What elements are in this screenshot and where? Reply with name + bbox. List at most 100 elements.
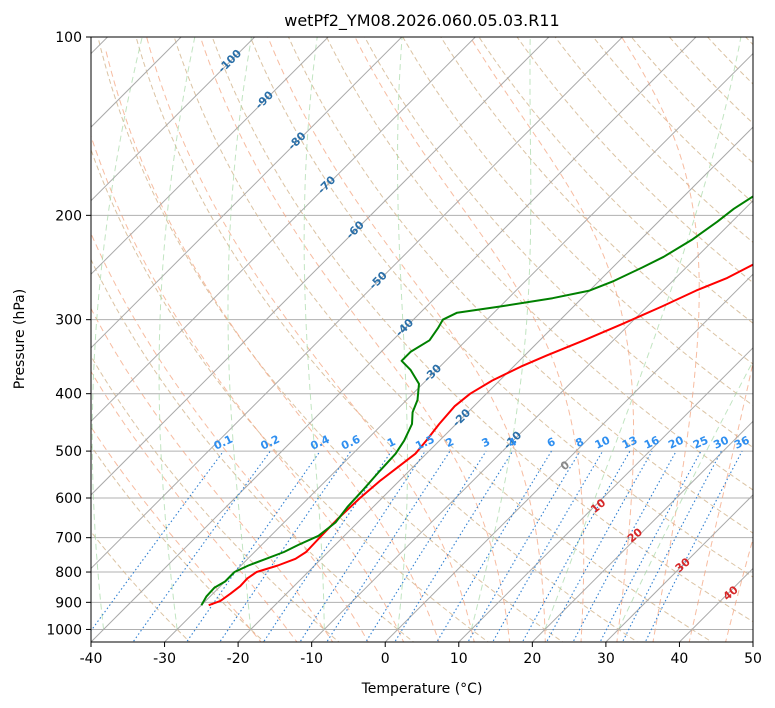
dry-adiabat: [771, 24, 775, 645]
plot-frame: [90, 36, 754, 643]
x-tick-label: -10: [300, 651, 323, 667]
theta-e-curve: [91, 37, 143, 630]
x-tick-label: 50: [744, 651, 762, 667]
isotherm: [752, 641, 753, 642]
y-tick-label: 800: [55, 565, 82, 581]
x-tick-label: -40: [80, 651, 103, 667]
moist-adiabat: [688, 360, 753, 642]
theta-e-curve: [544, 37, 742, 630]
theta-e-curve: [397, 37, 408, 630]
x-tick-label: 10: [450, 651, 468, 667]
mixing-ratio-label: 36: [732, 433, 752, 451]
y-tick-label: 300: [55, 313, 82, 329]
dry-adiabat: [325, 37, 753, 491]
moist-adiabat: [91, 307, 334, 642]
isotherm: [91, 37, 329, 275]
y-tick-label: 400: [55, 387, 82, 403]
moist-adiabat: [199, 37, 511, 642]
moist-adiabat: [105, 49, 440, 642]
mixing-ratio-label: 30: [711, 433, 731, 451]
mixing-ratio-label: 16: [642, 433, 662, 451]
pressure-gridlines: [91, 37, 753, 630]
sounding-series: [200, 195, 753, 607]
sounding-line: [208, 263, 753, 607]
mixing-ratio-line: [599, 450, 702, 642]
dry-adiabats: [91, 24, 775, 645]
mixing-ratio-line: [521, 450, 631, 642]
moist-adiabat: [469, 37, 635, 642]
isotherm: [605, 494, 753, 642]
mixing-ratio-line: [299, 450, 426, 642]
moist-adiabats: [91, 37, 775, 644]
isotherm: [91, 37, 697, 642]
theta-e-curve: [158, 37, 196, 630]
isotherm: [458, 347, 753, 642]
mixing-ratio-line: [492, 450, 604, 642]
y-tick-label: 500: [55, 444, 82, 460]
isotherm: [163, 52, 753, 642]
x-tick-label: 30: [597, 651, 615, 667]
dry-adiabat: [97, 37, 564, 642]
x-tick-label: 40: [671, 651, 689, 667]
dry-adiabat: [287, 37, 753, 534]
theta-e-curve: [470, 37, 532, 630]
mixing-ratio-label: 20: [666, 433, 686, 451]
mixing-ratio-line: [545, 450, 653, 642]
y-tick-label: 1000: [46, 622, 82, 638]
moist-adiabat: [354, 37, 585, 642]
y-axis-label: Pressure (hPa): [12, 289, 28, 389]
plot-background: [91, 37, 753, 642]
dry-adiabat: [91, 148, 489, 642]
dry-adiabat: [440, 37, 753, 365]
y-tick-label: 700: [55, 531, 82, 547]
mixing-ratio-line: [436, 450, 552, 642]
dry-adiabat: [91, 445, 266, 642]
y-tick-label: 100: [55, 30, 82, 46]
x-tick-label: -20: [227, 651, 250, 667]
chart-title: wetPf2_YM08.2026.060.05.03.R11: [284, 11, 559, 31]
isotherm: [310, 199, 753, 642]
dry-adiabat: [554, 37, 753, 243]
moist-adiabat: [761, 37, 775, 644]
mixing-ratio-line: [185, 450, 321, 642]
isotherm: [91, 37, 256, 202]
mixing-ratio-line: [621, 450, 722, 642]
x-axis: -40 -30 -20 -10 0 10 20 30 40 50: [80, 642, 762, 667]
y-axis: 100 200 300 400 500 600 700 800 900 1000: [46, 30, 91, 638]
x-tick-label: 20: [523, 651, 541, 667]
dry-adiabat: [249, 37, 753, 578]
dry-adiabat: [211, 37, 753, 623]
isotherm: [91, 37, 550, 496]
dry-adiabat: [402, 37, 753, 407]
theta-e-curve: [617, 360, 753, 630]
mixing-ratio-line: [644, 450, 743, 642]
x-tick-label: -30: [153, 651, 176, 667]
isotherm: [531, 420, 753, 642]
mixing-ratio-line: [394, 450, 514, 642]
y-tick-label: 900: [55, 595, 82, 611]
moist-adiabat: [146, 37, 475, 642]
mixing-ratio-line: [219, 450, 352, 642]
dry-adiabat: [516, 37, 753, 284]
mixing-ratio-label: 25: [691, 434, 710, 452]
sounding-line: [200, 195, 753, 606]
moist-adiabat: [91, 134, 405, 642]
theta-e-curves: [91, 37, 753, 630]
mixing-ratio-label: 10: [593, 433, 613, 451]
y-tick-label: 600: [55, 491, 82, 507]
mixing-ratio-label: 13: [620, 434, 639, 452]
mixing-ratio-line: [572, 450, 677, 642]
mixing-ratio-line: [467, 450, 581, 642]
dry-adiabat: [91, 530, 191, 642]
isotherm: [91, 37, 624, 570]
isotherm: [91, 37, 403, 349]
theta-e-curve: [227, 37, 252, 630]
x-tick-label: 0: [381, 651, 390, 667]
dry-adiabat: [135, 37, 639, 642]
x-axis-label: Temperature (°C): [361, 681, 483, 697]
isotherm: [384, 273, 753, 642]
y-tick-label: 200: [55, 208, 82, 224]
moist-adiabat: [267, 37, 546, 642]
theta-e-curve: [303, 37, 325, 630]
